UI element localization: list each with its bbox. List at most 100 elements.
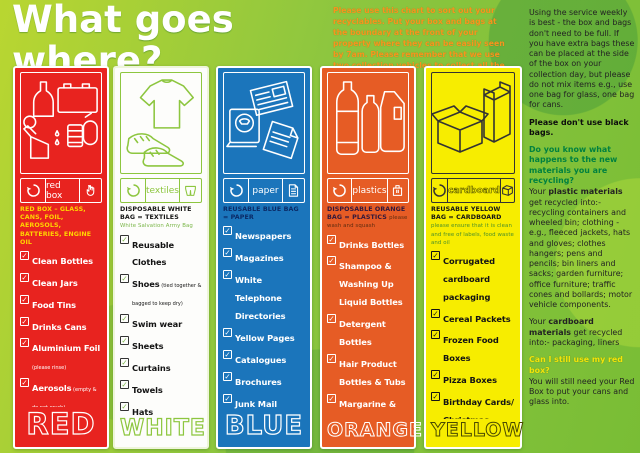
big-word-blue: BLUE: [224, 410, 304, 441]
page-title: What goes where?: [12, 0, 234, 82]
item-label: Towels: [132, 384, 163, 395]
check-icon: ✓: [327, 256, 336, 266]
check-icon: ✓: [431, 392, 440, 402]
accepted-item: ✓ Sheets: [120, 335, 202, 353]
red-box-bar: red box: [20, 178, 102, 203]
big-word-orange: ORANGE: [327, 419, 423, 442]
accepted-item: ✓ Aluminium Foil (please rinse): [20, 337, 102, 373]
accepted-item: ✓ Food Tins: [20, 294, 102, 312]
accepted-item: ✓ Pizza Boxes: [431, 369, 515, 387]
accepted-item: ✓ Swim wear: [120, 313, 202, 331]
item-label: Corrugated cardboard packaging: [443, 255, 495, 302]
accepted-item: ✓ Junk Mail: [223, 393, 305, 411]
check-icon: ✓: [431, 308, 440, 318]
textiles-illustration: [120, 72, 202, 174]
recycle-icon: [224, 179, 249, 202]
item-label: Margarine & Ice Cream Tubs: [339, 398, 409, 419]
item-note: (empty & do not crush): [32, 387, 97, 407]
check-icon: ✓: [120, 274, 129, 284]
check-icon: ✓: [120, 314, 129, 324]
check-icon: ✓: [20, 272, 29, 282]
paper-bar: paper: [223, 178, 305, 203]
cardboard-bar: cardboard: [431, 178, 515, 203]
big-word-white: WHITE: [119, 415, 206, 441]
check-icon: ✓: [20, 316, 29, 326]
item-label: Magazines: [235, 253, 284, 264]
accepted-item: ✓ Yellow Pages: [223, 327, 305, 345]
column-orange-bag: plastics DISPOSABLE ORANGE BAG = PLASTIC…: [320, 66, 423, 449]
accepted-item: ✓ Hair Product Bottles & Tubs: [327, 353, 409, 389]
check-icon: ✓: [20, 250, 29, 260]
paper-sheet-icon: [282, 179, 304, 202]
info-panel: Using the service weekly is best - the b…: [529, 8, 635, 415]
item-label: Shoes (tied together & bagged to keep dr…: [132, 279, 202, 308]
check-icon: ✓: [20, 338, 29, 348]
white-item-list: ✓ Reusable Clothes ✓ Shoes (tied together &…: [120, 234, 202, 416]
item-label: Drinks Bottles: [339, 239, 405, 250]
accepted-item: ✓Birthday Cards/ Christmas Cards: [431, 391, 515, 419]
item-label: Junk Mail: [235, 398, 277, 409]
item-label: Food Tins: [32, 299, 77, 310]
heading-note: please wash and squash: [327, 215, 408, 230]
bar-label-textiles: textiles: [146, 185, 179, 196]
item-label: Shampoo & Washing Up Liquid Bottles: [339, 261, 403, 308]
accepted-item: ✓ Towels: [120, 379, 202, 397]
accepted-item: ✓ Frozen Food Boxes: [431, 329, 515, 365]
intro-underlined-word: two: [333, 61, 349, 70]
check-icon: ✓: [327, 393, 336, 403]
accepted-item: ✓ Newspapers: [223, 225, 305, 243]
info-red-box-answer: You will still need your Red Box to put …: [529, 376, 635, 407]
accepted-item: ✓ Brochures: [223, 371, 305, 389]
info-cardboard-recycling: Your cardboard materials get recycled in…: [529, 317, 623, 347]
item-label: Catalogues: [235, 354, 287, 365]
column-heading-white: DISPOSABLE WHITE BAG = TEXTILES White Sal…: [120, 206, 202, 231]
recycle-icon: [21, 179, 46, 202]
check-icon: ✓: [223, 248, 232, 258]
accepted-item: ✓ Curtains: [120, 357, 202, 375]
recycle-icon: [121, 179, 146, 202]
big-word-yellow: YELLOW: [431, 419, 525, 442]
heading-main: DISPOSABLE ORANGE BAG = PLASTICS: [327, 206, 406, 222]
check-icon: ✓: [223, 349, 232, 359]
column-heading-blue: REUSABLE BLUE BAG = PAPER: [223, 206, 305, 222]
check-icon: ✓: [20, 378, 29, 388]
tshirt-shoes-icon: [126, 79, 194, 167]
item-note: (tied together & bagged to keep dry): [132, 283, 202, 308]
item-label: Brochures: [235, 376, 282, 387]
check-icon: ✓: [327, 234, 336, 244]
shorts-icon: [179, 179, 201, 202]
item-label: Detergent Bottles: [339, 319, 386, 348]
bar-label-cardboard: cardboard: [448, 185, 500, 196]
check-icon: ✓: [120, 357, 129, 367]
check-icon: ✓: [327, 353, 336, 363]
check-icon: ✓: [431, 250, 440, 260]
column-heading-orange: DISPOSABLE ORANGE BAG = PLASTICS please …: [327, 206, 409, 231]
item-label: Clean Jars: [32, 277, 78, 288]
item-label: Curtains: [132, 362, 171, 373]
bar-label-plastics: plastics: [352, 185, 387, 196]
item-label: White Telephone Directories: [235, 275, 286, 321]
item-label: Sheets: [132, 341, 164, 352]
bar-label-red-box: red box: [46, 180, 63, 201]
check-icon: ✓: [431, 370, 440, 380]
item-label: Frozen Food Boxes: [443, 335, 499, 364]
intro-pre: Please use this chart to sort out your r…: [333, 6, 505, 59]
item-label: Cereal Packets: [443, 313, 511, 324]
column-yellow-bag: cardboard REUSABLE YELLOW BAG = CARDBOAR…: [424, 66, 525, 449]
orange-item-list: ✓ Drinks Bottles ✓ Shampoo & Washing Up Liq…: [327, 234, 409, 419]
check-icon: ✓: [223, 327, 232, 337]
check-icon: ✓: [223, 270, 232, 280]
plastic-bottles-icon: [336, 81, 405, 155]
check-icon: ✓: [120, 401, 129, 411]
accepted-item: ✓ Catalogues: [223, 349, 305, 367]
red-box-illustration: [20, 72, 102, 174]
accepted-item: ✓ Drinks Cans: [20, 316, 102, 334]
red-item-list: ✓ Clean Bottles ✓ Clean Jars ✓ Food Tins ✓ Drin…: [20, 250, 102, 407]
paper-illustration: [223, 72, 305, 174]
plastics-illustration: [327, 72, 409, 174]
item-label: Hair Product Bottles & Tubs: [339, 358, 406, 387]
column-blue-bag: paper REUSABLE BLUE BAG = PAPER ✓ Newspap…: [216, 66, 312, 449]
accepted-item: ✓ Reusable Clothes: [120, 234, 202, 270]
heading-note: please ensure that it is clean and free …: [431, 223, 514, 246]
big-word-red: RED: [26, 406, 96, 441]
